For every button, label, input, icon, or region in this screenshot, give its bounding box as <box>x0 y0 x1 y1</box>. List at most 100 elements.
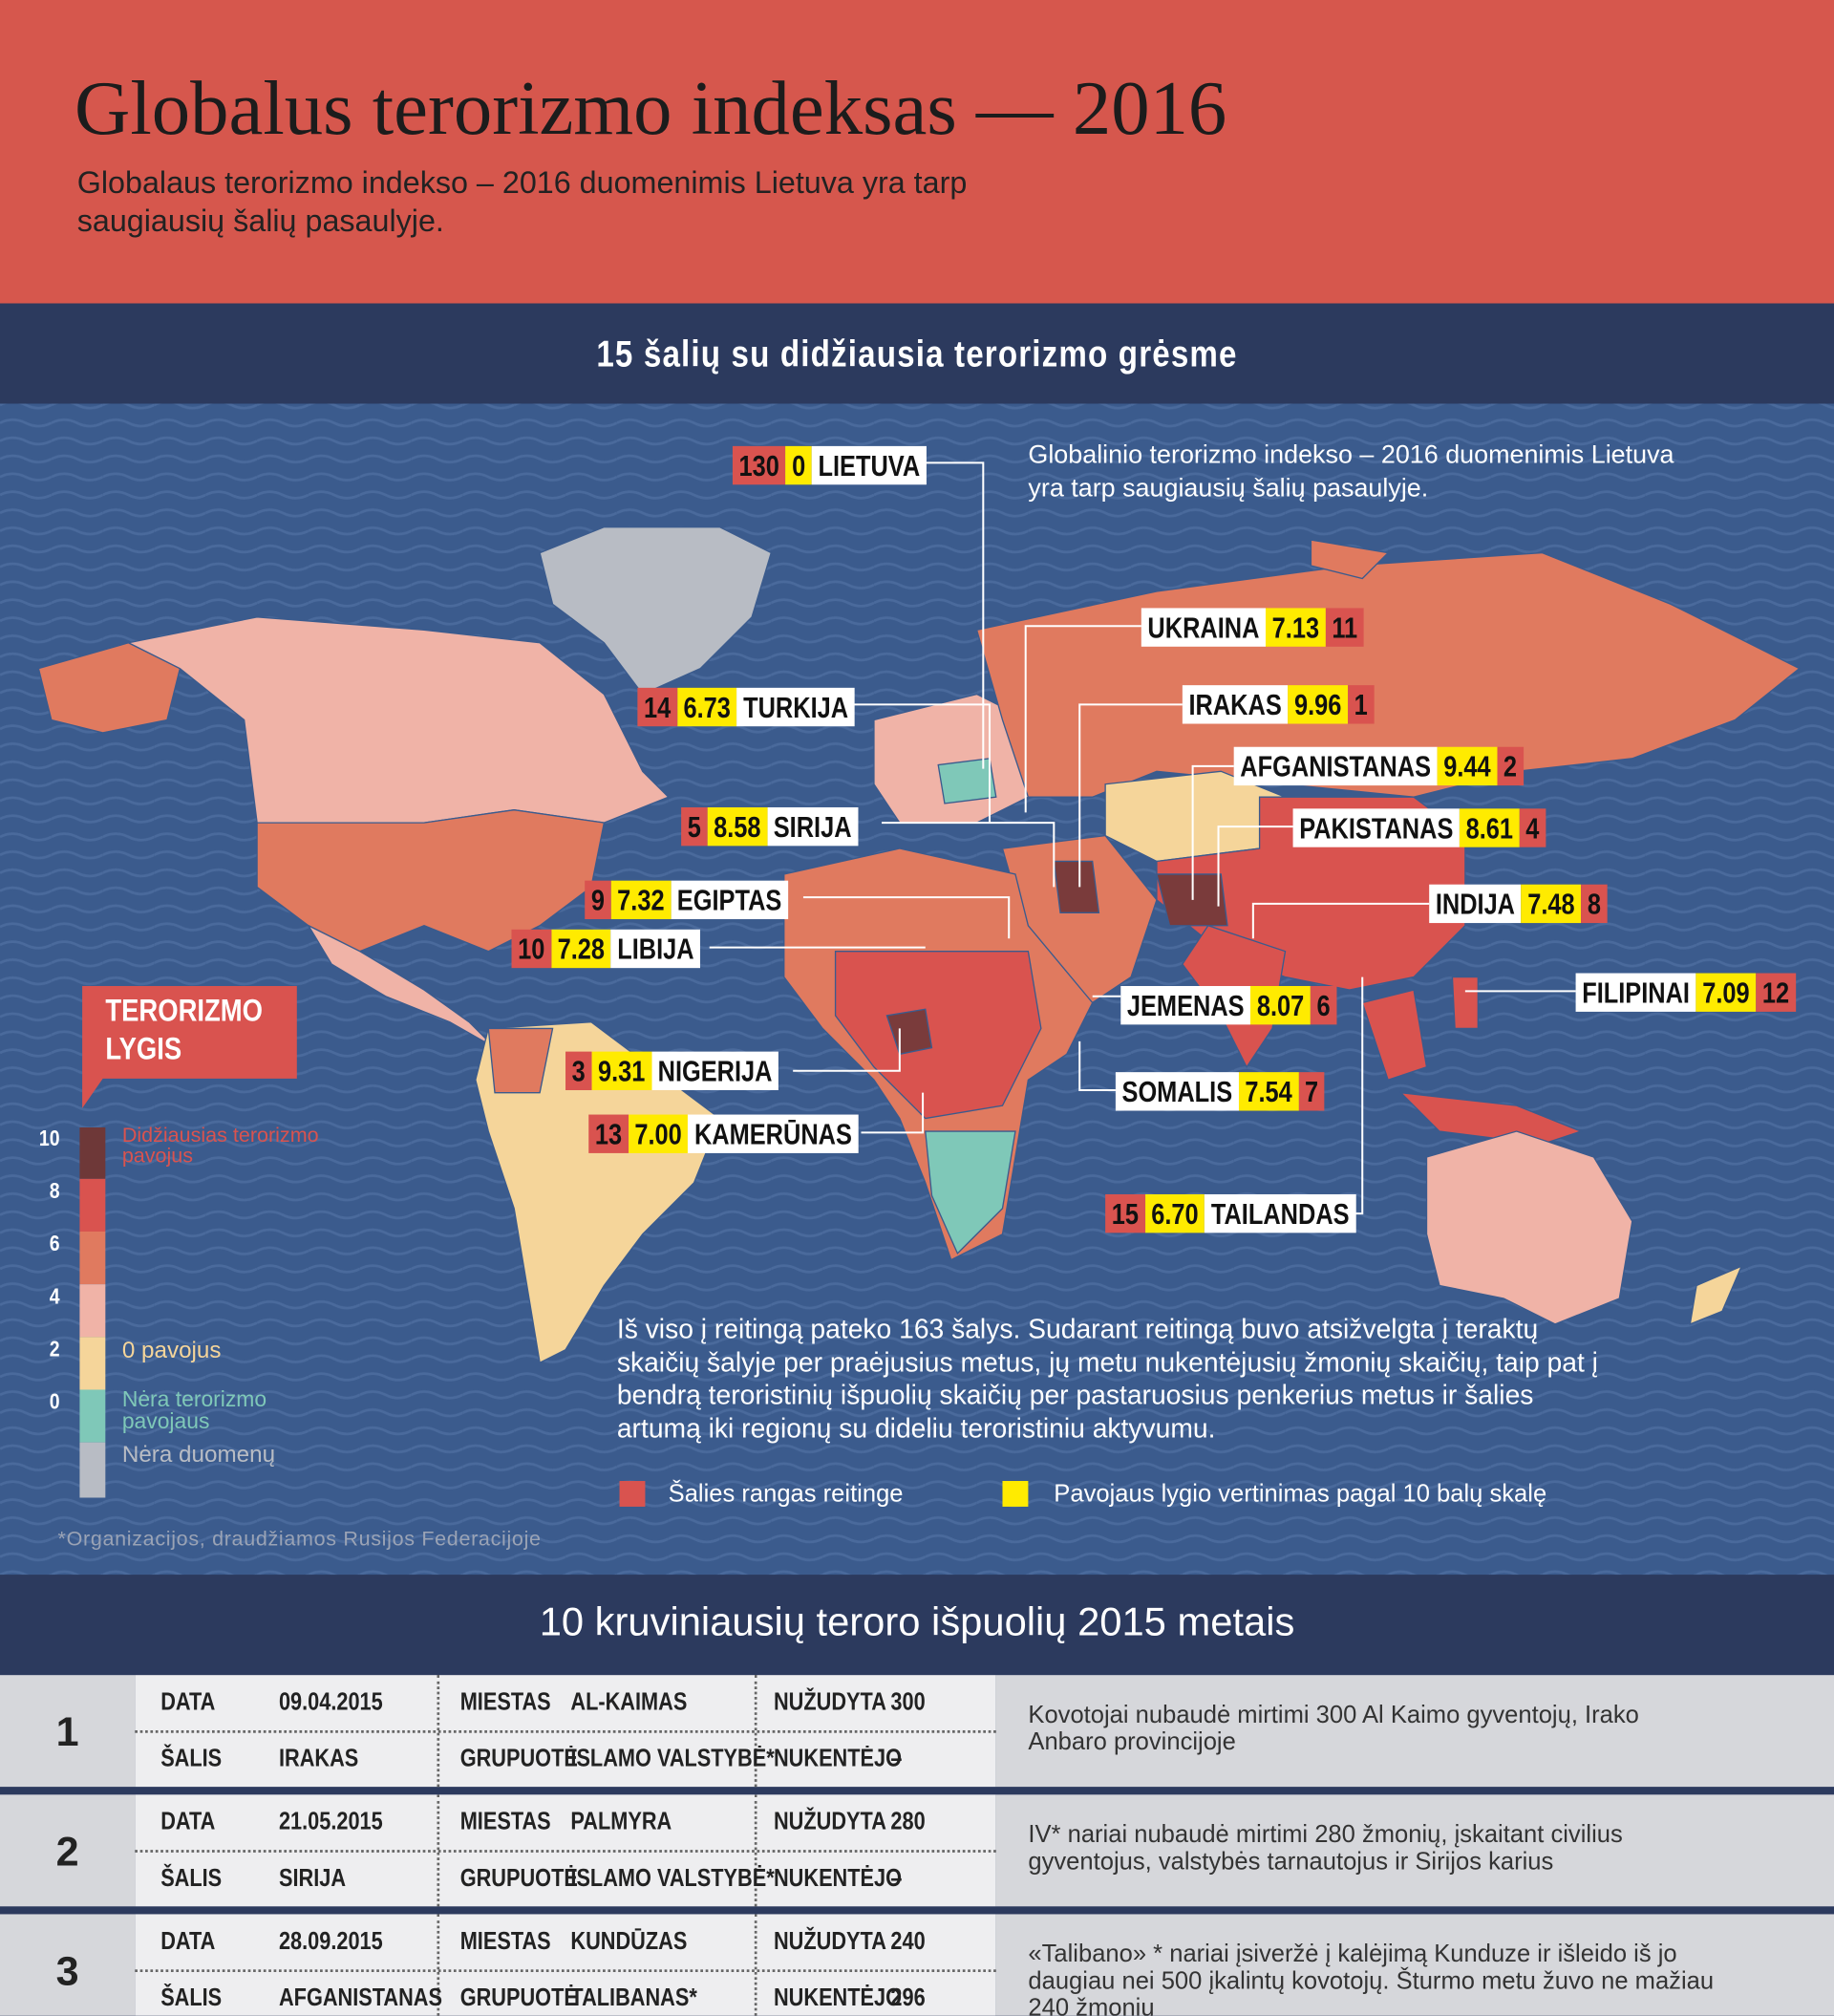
callout-rank: 10 <box>511 929 551 969</box>
callout-name: EGIPTAS <box>671 880 788 920</box>
callout: IRAKAS 9.96 1 <box>1182 685 1375 724</box>
legend-swatch <box>79 1127 106 1179</box>
description: «Talibano» * nariai įsiveržė į kalėjimą … <box>1028 1941 1715 2016</box>
philippines <box>1451 976 1479 1030</box>
leader-line <box>925 461 985 769</box>
divider <box>0 1906 1834 1915</box>
legend-title-box <box>82 985 297 1108</box>
callout-score: 9.31 <box>591 1051 652 1090</box>
field-label: NUŽUDYTA <box>773 1688 886 1717</box>
field-label: ŠALIS <box>160 1984 223 2012</box>
field-label: DATA <box>160 1928 216 1956</box>
legend-label: Nėra duomenų <box>121 1441 276 1468</box>
callout-score: 6.73 <box>676 687 737 727</box>
callout-rank: 11 <box>1325 608 1364 647</box>
title: Globalus terorizmo indeksas — 2016 <box>75 65 1227 151</box>
dotted-line <box>754 1794 757 1907</box>
field-value: 09.04.2015 <box>278 1688 383 1717</box>
callout: AFGANISTANAS 9.44 2 <box>1233 746 1524 786</box>
central-europe <box>937 758 997 804</box>
field-value: AFGANISTANAS <box>278 1984 443 2012</box>
leader-line <box>861 1092 925 1134</box>
legend-label: Didžiausias terorizmo pavojus <box>121 1125 319 1168</box>
callout-name: PAKISTANAS <box>1292 808 1461 847</box>
field-value: 240 <box>890 1928 926 1956</box>
sahel <box>834 950 1042 1120</box>
dotted-line <box>754 1914 757 2016</box>
callout-rank: 15 <box>1105 1193 1145 1233</box>
lithuania-note: Globalinio terorizmo indekso – 2016 duom… <box>1028 440 1674 504</box>
callout: 130 0 LIETUVA <box>732 445 927 485</box>
description: IV* nariai nubaudė mirtimi 280 žmonių, į… <box>1028 1821 1623 1877</box>
callout-score: 6.70 <box>1144 1193 1205 1233</box>
field-value: PALMYRA <box>570 1809 672 1836</box>
map-title-text: 15 šalių su didžiausia terorizmo grėsme <box>596 333 1238 375</box>
field-label: DATA <box>160 1688 216 1717</box>
callout-name: AFGANISTANAS <box>1233 746 1438 786</box>
leader-line <box>1191 764 1234 900</box>
leader-lines <box>709 461 1576 1215</box>
key-rank: Šalies rangas reitinge <box>668 1481 904 1509</box>
leader-line <box>1078 1040 1116 1091</box>
legend-swatch <box>79 1337 106 1390</box>
legend-label: Nėra terorizmo pavojaus <box>121 1386 267 1434</box>
callout-name: KAMERŪNAS <box>688 1114 859 1153</box>
canada <box>126 616 670 824</box>
callout-score: 8.61 <box>1460 808 1520 847</box>
field-label: GRUPUOTĖ <box>459 1865 578 1893</box>
dotted-line <box>135 1850 996 1853</box>
southern-africa <box>925 1130 1016 1255</box>
dotted-line <box>437 1794 440 1907</box>
field-value: 28.09.2015 <box>278 1928 383 1956</box>
field-label: ŠALIS <box>160 1865 223 1893</box>
callout-name: FILIPINAI <box>1575 973 1696 1012</box>
callout-rank: 14 <box>637 687 677 727</box>
legend-swatch <box>79 1442 106 1498</box>
callout-name: TURKIJA <box>736 687 855 727</box>
callout-score: 7.54 <box>1238 1072 1299 1111</box>
field-value: ISLAMO VALSTYBĖ* <box>570 1865 775 1893</box>
field-value: ISLAMO VALSTYBĖ* <box>570 1746 775 1773</box>
callout-rank: 8 <box>1581 884 1608 924</box>
field-value: 296 <box>890 1984 926 2012</box>
new-zealand <box>1689 1265 1743 1325</box>
callout-rank: 9 <box>585 880 611 920</box>
field-value: AL-KAIMAS <box>570 1688 688 1717</box>
rank-cell <box>0 1675 136 1788</box>
callout-name: LIBIJA <box>610 929 701 969</box>
continents <box>37 525 1801 1364</box>
callout-rank: 6 <box>1310 985 1337 1025</box>
colombia <box>487 1027 554 1094</box>
footnote: *Organizacijos, draudžiamos Rusijos Fede… <box>57 1528 542 1551</box>
dotted-line <box>437 1914 440 2016</box>
callout-rank: 7 <box>1298 1072 1325 1111</box>
callout-rank: 13 <box>588 1114 629 1153</box>
callout: 9 7.32 EGIPTAS <box>585 880 788 920</box>
field-label: ŠALIS <box>160 1746 223 1773</box>
key-rank-swatch <box>619 1481 646 1507</box>
nigeria-area <box>885 1008 933 1056</box>
leader-line <box>843 703 992 824</box>
rank-cell <box>0 1794 136 1907</box>
callout-rank: 130 <box>732 445 786 485</box>
description: Kovotojai nubaudė mirtimi 300 Al Kaimo g… <box>1028 1702 1639 1756</box>
leader-line <box>1024 625 1141 813</box>
leader-line <box>1078 703 1183 888</box>
legend-tick: 4 <box>49 1284 60 1309</box>
callout: 3 9.31 NIGERIJA <box>565 1051 779 1090</box>
legend-swatch <box>79 1231 106 1285</box>
field-label: GRUPUOTĖ <box>459 1984 578 2012</box>
australia <box>1425 1130 1633 1325</box>
callout-rank: 2 <box>1497 746 1524 786</box>
leader-line <box>802 896 1011 939</box>
header <box>0 0 1834 304</box>
callout-name: INDIJA <box>1429 884 1522 924</box>
callout-name: NIGERIJA <box>651 1051 779 1090</box>
legend-swatch <box>79 1178 106 1232</box>
legend-swatch <box>79 1389 106 1443</box>
callout-rank: 3 <box>565 1051 592 1090</box>
field-label: NUKENTĖJO <box>773 1865 903 1893</box>
dotted-line <box>437 1675 440 1788</box>
field-value: 280 <box>890 1809 926 1836</box>
